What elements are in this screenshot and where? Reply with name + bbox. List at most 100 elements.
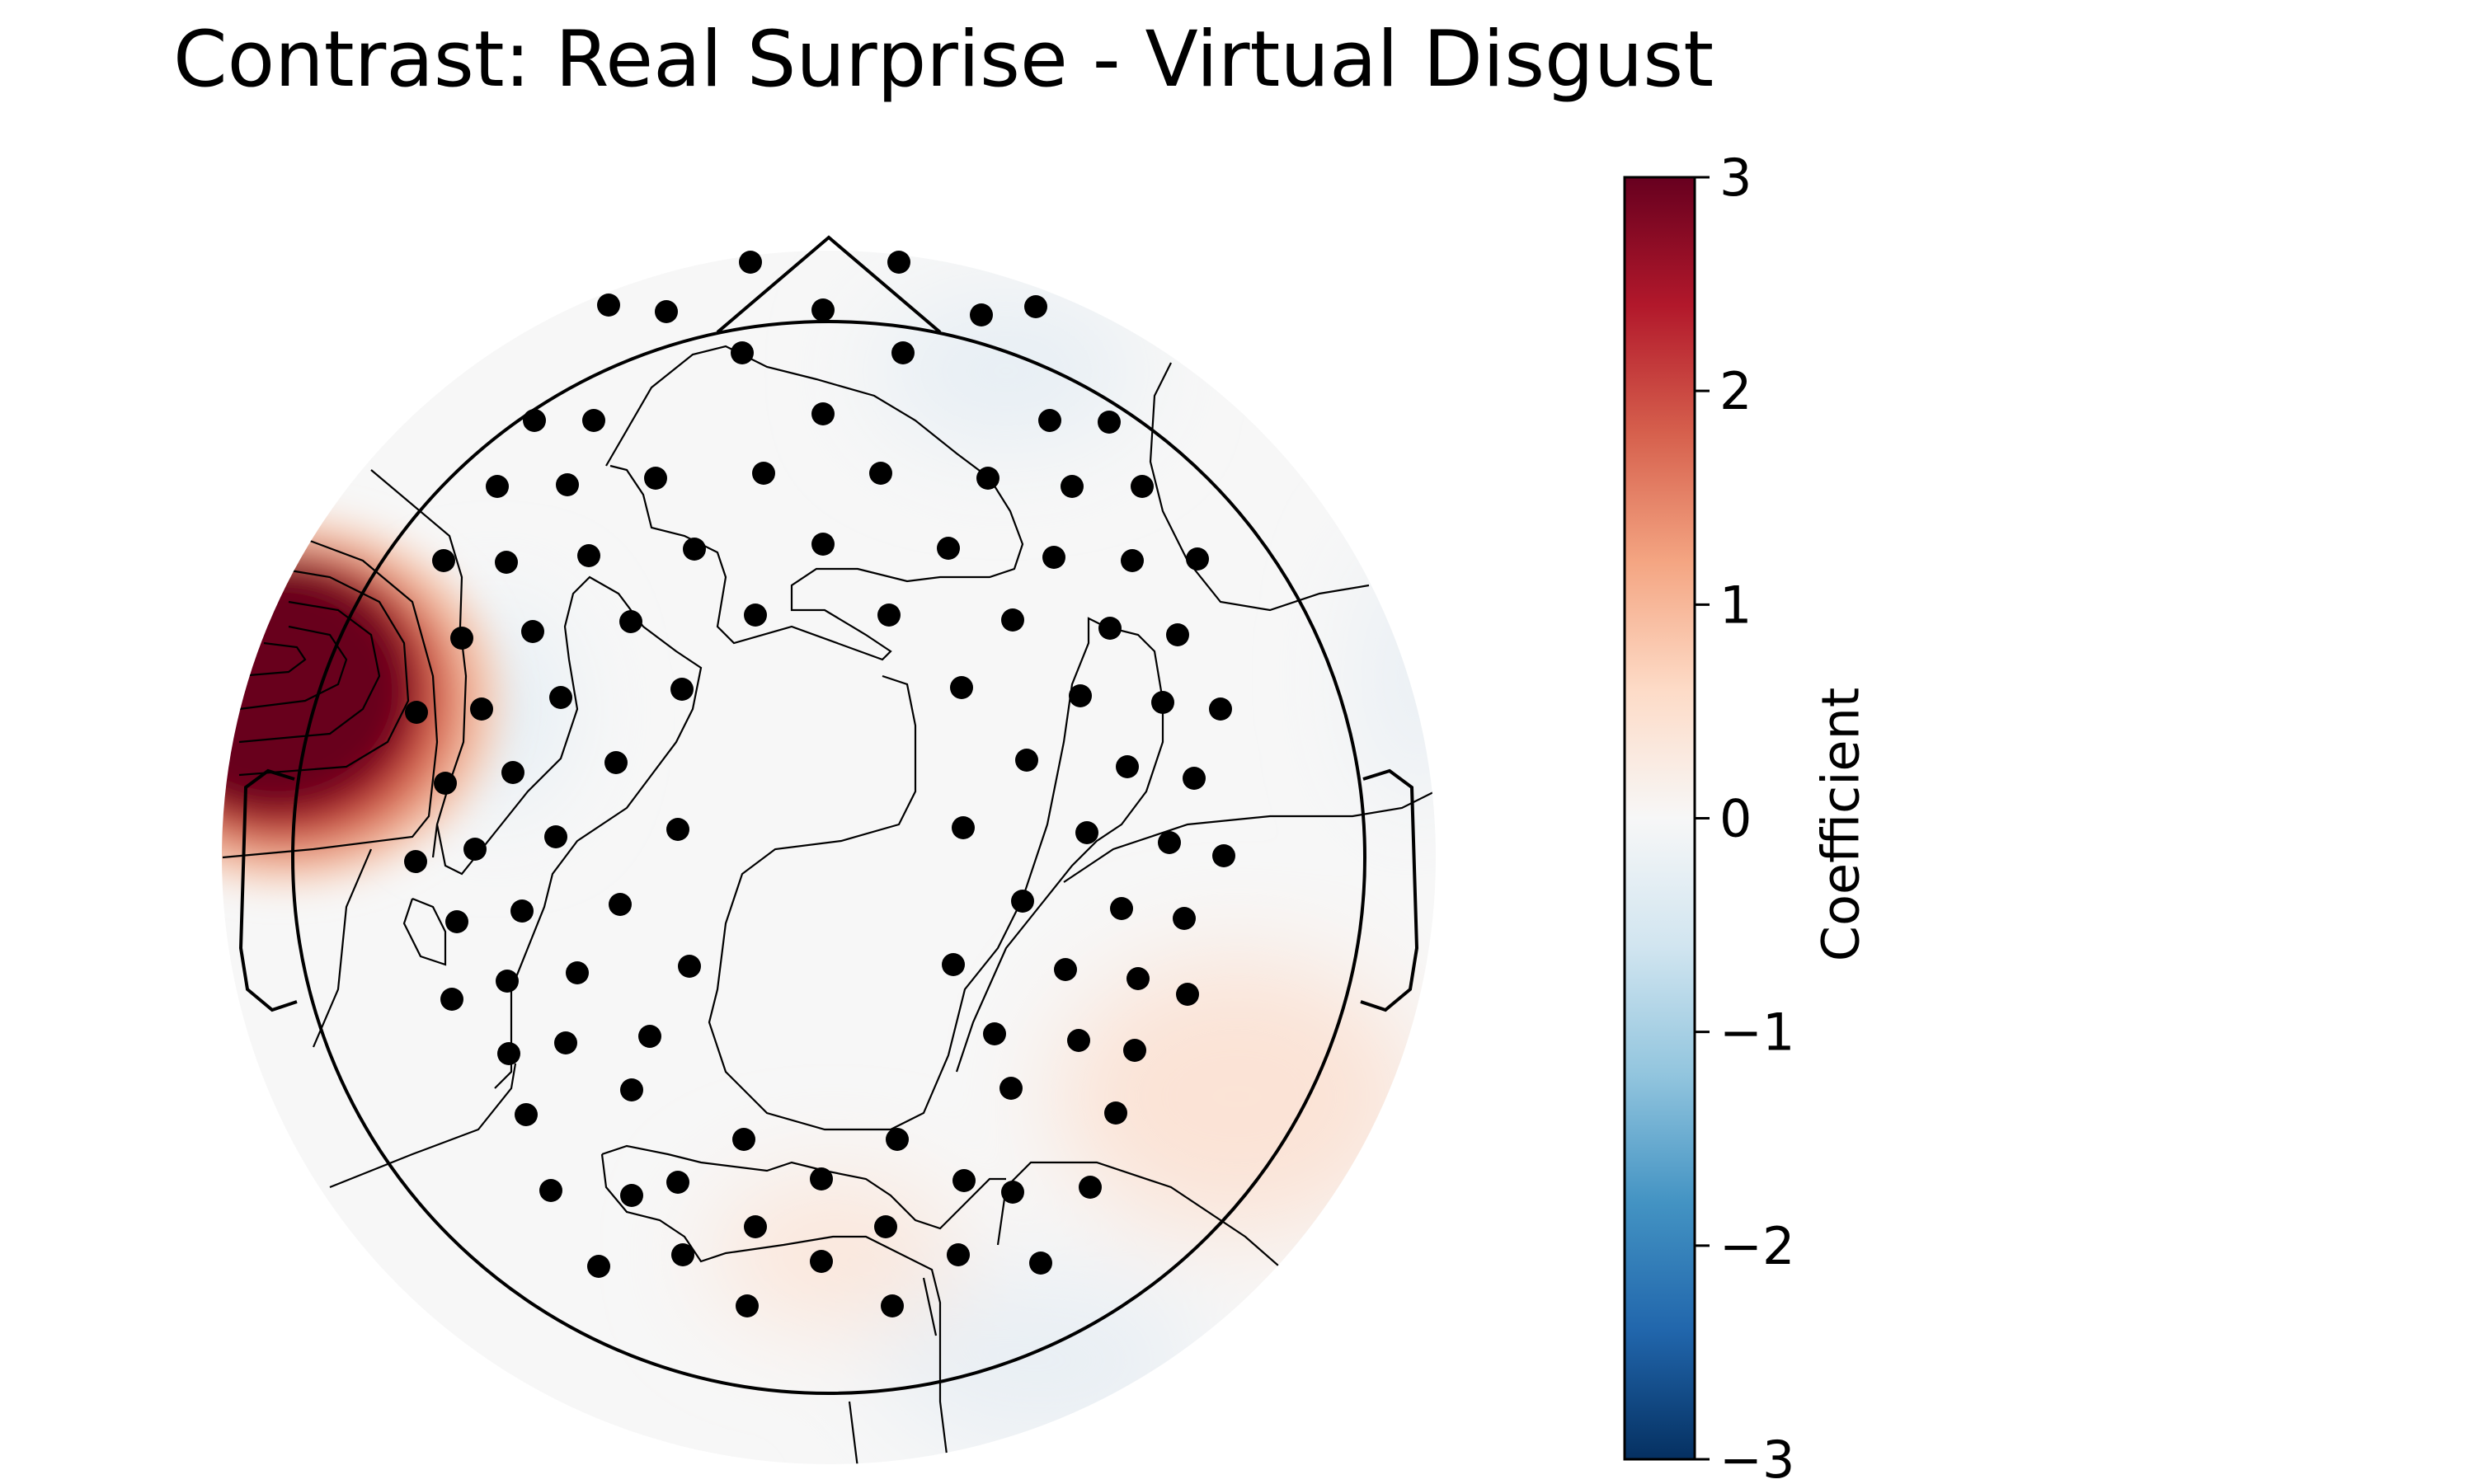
- chart-title: Contrast: Real Surprise - Virtual Disgus…: [173, 15, 1714, 105]
- electrode-marker: [1015, 749, 1038, 772]
- right-ear-outline: [1360, 768, 1419, 1012]
- electrode-marker: [1029, 1252, 1052, 1275]
- electrode-marker: [887, 251, 910, 274]
- electrode-marker: [554, 1031, 577, 1054]
- electrode-marker: [470, 697, 493, 721]
- contour-line: [238, 641, 307, 678]
- electrode-marker: [952, 1169, 976, 1192]
- electrode-marker: [620, 1078, 643, 1101]
- electrode-marker: [881, 1294, 904, 1317]
- electrode-marker: [1024, 295, 1047, 318]
- electrode-markers: [404, 251, 1235, 1317]
- contour-line: [435, 575, 703, 1089]
- colorbar-tick-label: −3: [1719, 1430, 1794, 1484]
- electrode-marker: [1038, 409, 1061, 432]
- electrode-marker: [886, 1128, 909, 1151]
- head-circle: [291, 320, 1366, 1395]
- electrode-marker: [811, 402, 835, 425]
- electrode-marker: [1061, 475, 1084, 498]
- electrode-marker: [445, 910, 468, 933]
- contour-line: [708, 617, 1164, 1131]
- electrode-marker: [744, 603, 767, 627]
- electrode-marker: [1098, 411, 1121, 434]
- electrode-marker: [1079, 1176, 1102, 1199]
- electrode-marker: [1131, 475, 1154, 498]
- electrode-marker: [947, 1243, 970, 1266]
- electrode-marker: [566, 961, 589, 984]
- left-ear-outline: [238, 768, 298, 1012]
- electrode-marker: [1121, 549, 1144, 572]
- electrode-marker: [597, 294, 620, 317]
- electrode-marker: [869, 462, 892, 485]
- electrode-marker: [1001, 1181, 1024, 1204]
- contour-line: [1063, 782, 1436, 883]
- electrode-marker: [752, 462, 775, 485]
- electrode-marker: [1173, 907, 1196, 930]
- electrode-marker: [655, 300, 678, 323]
- electrode-marker: [810, 1167, 833, 1190]
- electrode-marker: [970, 303, 993, 326]
- electrode-marker: [736, 1294, 759, 1317]
- electrode-marker: [1166, 623, 1189, 646]
- electrode-marker: [434, 772, 457, 795]
- electrode-marker: [510, 899, 534, 923]
- electrode-marker: [670, 678, 694, 701]
- electrode-marker: [556, 473, 579, 496]
- electrode-marker: [1001, 608, 1024, 632]
- contour-line: [600, 1153, 950, 1464]
- electrode-marker: [1054, 958, 1077, 981]
- electrode-marker: [405, 701, 428, 724]
- topomap-field: [222, 251, 1436, 1464]
- electrode-marker: [877, 603, 901, 627]
- electrode-marker: [619, 610, 642, 633]
- electrode-marker: [1069, 684, 1092, 707]
- head-outline: [238, 235, 1419, 1395]
- electrode-marker: [1104, 1101, 1127, 1125]
- electrode-marker: [1151, 691, 1174, 714]
- electrode-marker: [404, 850, 427, 873]
- electrode-marker: [497, 1042, 520, 1065]
- electrode-marker: [1158, 831, 1181, 854]
- electrode-marker: [638, 1025, 661, 1048]
- electrode-marker: [937, 537, 960, 560]
- electrode-marker: [811, 533, 835, 556]
- region-right-edge-negative: [1369, 544, 1436, 808]
- colorbar-tick-label: −2: [1719, 1216, 1794, 1276]
- colorbar-tick-label: 2: [1719, 361, 1752, 421]
- electrode-marker: [666, 818, 689, 841]
- electrode-marker: [1212, 844, 1235, 867]
- electrode-marker: [432, 549, 455, 572]
- electrode-marker: [1098, 617, 1122, 640]
- colorbar-tick-label: 0: [1719, 789, 1752, 849]
- electrode-marker: [810, 1250, 833, 1273]
- electrode-marker: [515, 1103, 538, 1126]
- electrode-marker: [678, 955, 701, 978]
- electrode-marker: [1123, 1039, 1146, 1062]
- electrode-marker: [666, 1171, 689, 1194]
- electrode-marker: [1209, 697, 1232, 721]
- contour-line: [605, 345, 1024, 661]
- electrode-marker: [739, 251, 762, 274]
- electrode-marker: [644, 467, 667, 490]
- electrode-marker: [1067, 1029, 1090, 1052]
- colorbar-tick-label: 3: [1719, 148, 1752, 208]
- electrode-marker: [942, 953, 965, 976]
- electrode-marker: [587, 1255, 610, 1278]
- contour-line: [329, 1063, 517, 1189]
- electrode-marker: [811, 298, 835, 322]
- electrode-marker: [1126, 967, 1150, 990]
- electrode-marker: [544, 825, 567, 848]
- electrode-marker: [549, 686, 572, 709]
- electrode-marker: [950, 676, 973, 699]
- electrode-marker: [440, 988, 463, 1011]
- electrode-marker: [609, 893, 632, 916]
- electrode-marker: [495, 551, 518, 574]
- contour-line: [848, 1401, 859, 1464]
- region-posterior-right-negative: [874, 1270, 1204, 1451]
- contour-line: [238, 600, 381, 744]
- colorbar-gradient: [1623, 176, 1696, 1461]
- electrode-marker: [874, 1215, 897, 1238]
- contour-line: [238, 567, 410, 777]
- electrode-marker: [521, 620, 544, 643]
